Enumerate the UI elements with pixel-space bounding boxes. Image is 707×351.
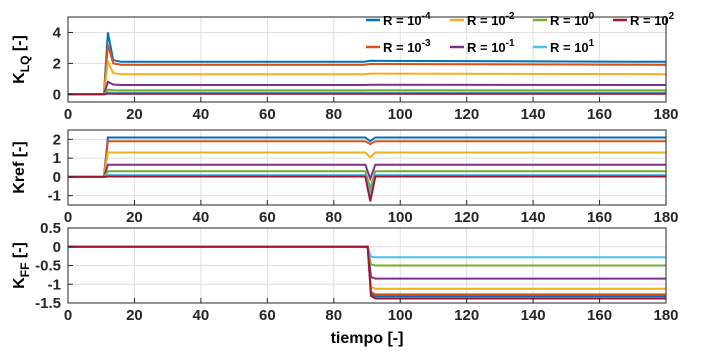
x-tick-label: 100 bbox=[388, 209, 413, 226]
y-tick-label: -0.5 bbox=[35, 258, 61, 275]
y-tick-label: 0 bbox=[53, 239, 61, 256]
y-tick-label: -1.5 bbox=[35, 295, 61, 312]
y-axis-label: Kref [-] bbox=[11, 141, 28, 193]
series-line-3 bbox=[68, 245, 666, 290]
axes-box bbox=[67, 16, 667, 103]
series-group bbox=[68, 32, 667, 96]
x-tick-label: 120 bbox=[454, 307, 479, 324]
x-tick-label: 160 bbox=[587, 307, 612, 324]
x-tick-label: 80 bbox=[325, 307, 342, 324]
y-tick-label: 2 bbox=[53, 131, 61, 148]
x-tick-label: 180 bbox=[653, 209, 678, 226]
x-tick-label: 60 bbox=[259, 106, 276, 123]
x-tick-label: 80 bbox=[325, 106, 342, 123]
series-group bbox=[68, 245, 666, 300]
legend-entry: R = 10-4 bbox=[383, 11, 431, 28]
x-tick-label: 40 bbox=[193, 307, 210, 324]
panel-klq: 0 20 40 60 80 100 120 140 160 180 0 2 4 KLQ [-] R = 10… bbox=[11, 11, 679, 123]
axes-box bbox=[67, 129, 667, 206]
x-tick-label: 0 bbox=[64, 209, 72, 226]
y-tick-label: 4 bbox=[53, 24, 62, 41]
panel-kff: 0 20 40 60 80 100 120 140 160 180 0.5 0 -0.5-1 -1.5KF… bbox=[11, 220, 679, 347]
x-tick-label: 40 bbox=[193, 106, 210, 123]
y-tick-label: 0 bbox=[53, 169, 61, 186]
x-tick-label: 0 bbox=[64, 307, 72, 324]
x-tick-label: 180 bbox=[653, 307, 678, 324]
y-tick-label: 0 bbox=[53, 86, 61, 103]
y-tick-label: 2 bbox=[53, 55, 61, 72]
y-tick-label: 1 bbox=[53, 150, 61, 167]
legend-entry: R = 101 bbox=[550, 38, 595, 55]
x-tick-label: 120 bbox=[454, 106, 479, 123]
legend: R = 10-4 R = 10-2 R = 100 R = 102 R = 10-3 R … bbox=[366, 11, 675, 55]
x-tick-label: 140 bbox=[521, 209, 546, 226]
x-tick-label: 100 bbox=[388, 307, 413, 324]
x-axis-label: tiempo [-] bbox=[331, 330, 404, 347]
x-tick-label: 0 bbox=[64, 106, 72, 123]
x-tick-label: 80 bbox=[325, 209, 342, 226]
x-tick-label: 40 bbox=[193, 209, 210, 226]
grid bbox=[67, 17, 667, 102]
y-axis-label: KLQ [-] bbox=[11, 35, 32, 84]
series-line-7 bbox=[68, 175, 666, 202]
series-group bbox=[68, 136, 666, 202]
legend-entry: R = 10-3 bbox=[383, 38, 431, 55]
legend-entry: R = 102 bbox=[630, 11, 675, 28]
x-tick-label: 100 bbox=[388, 106, 413, 123]
y-tick-label: 0.5 bbox=[40, 220, 61, 237]
x-tick-label: 140 bbox=[521, 106, 546, 123]
y-tick-label: -1 bbox=[48, 188, 61, 205]
x-tick-label: 160 bbox=[587, 106, 612, 123]
x-tick-label: 140 bbox=[521, 307, 546, 324]
series-line-7 bbox=[68, 245, 666, 300]
x-tick-label: 120 bbox=[454, 209, 479, 226]
legend-entry: R = 100 bbox=[550, 11, 595, 28]
series-line-3 bbox=[68, 58, 667, 96]
series-line-2 bbox=[68, 245, 666, 296]
legend-entry: R = 10-2 bbox=[467, 11, 515, 28]
series-line-4 bbox=[68, 245, 666, 280]
y-tick-label: -1 bbox=[48, 276, 61, 293]
x-tick-label: 180 bbox=[653, 106, 678, 123]
y-axis-label: KFF [-] bbox=[11, 242, 32, 289]
legend-entry: R = 10-1 bbox=[467, 38, 515, 55]
x-tick-label: 20 bbox=[126, 307, 143, 324]
series-line-7 bbox=[68, 92, 666, 96]
x-tick-label: 60 bbox=[259, 307, 276, 324]
x-tick-label: 20 bbox=[126, 106, 143, 123]
x-tick-label: 160 bbox=[587, 209, 612, 226]
x-tick-label: 20 bbox=[126, 209, 143, 226]
x-tick-label: 60 bbox=[259, 209, 276, 226]
